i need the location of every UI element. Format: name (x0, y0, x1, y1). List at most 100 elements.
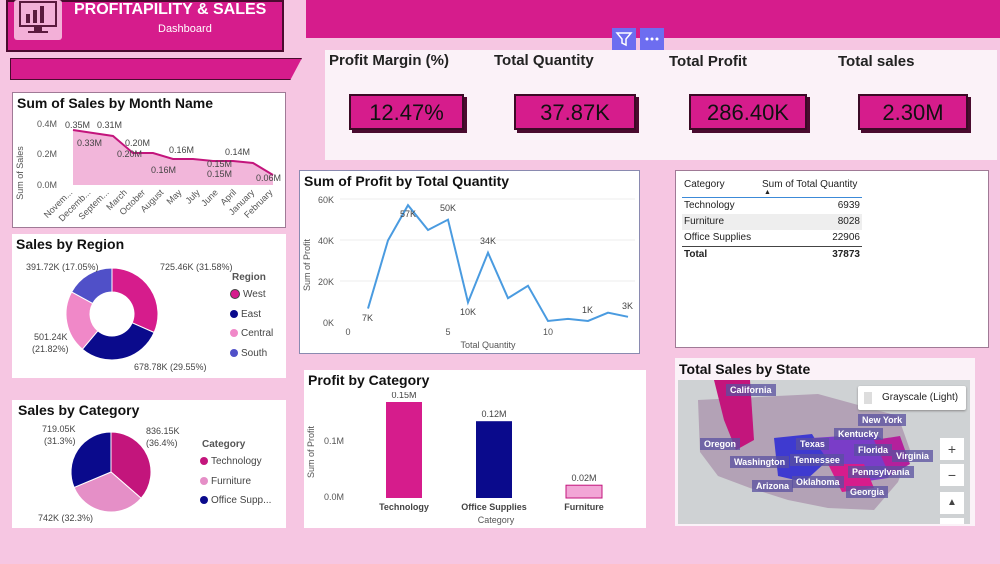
region-slice-south[interactable] (70, 267, 113, 305)
map-state-label[interactable]: New York (858, 414, 907, 426)
profit-bar-office-supplies[interactable] (476, 421, 512, 498)
region-slice-east[interactable] (81, 322, 155, 361)
table-total-rule (682, 246, 862, 247)
map-state-label[interactable]: Georgia (846, 486, 889, 498)
sales-month-label: 0.06M (256, 173, 281, 183)
kpi-total-quantity-label: Total Quantity (494, 52, 594, 69)
map-style-label: Grayscale (Light) (882, 392, 959, 403)
map-state-label[interactable]: Florida (854, 444, 893, 456)
region-legend-south[interactable]: South (230, 348, 267, 359)
map-state-label[interactable]: Pennsylvania (848, 466, 914, 478)
table-header-category[interactable]: Category (684, 179, 725, 190)
sales-month-label: 0.15M (207, 159, 232, 169)
sales-month-label: 0.35M (65, 120, 90, 130)
profit-qty-xlabel: Total Quantity (460, 340, 516, 350)
profit-qty-point-label: 57K (400, 209, 416, 219)
profit-by-quantity-panel[interactable]: Sum of Profit by Total Quantity Sum of P… (299, 170, 640, 354)
table-header-quantity[interactable]: Sum of Total Quantity (762, 179, 858, 190)
region-label-central-pct: (21.82%) (32, 344, 69, 354)
map-state-label[interactable]: Oregon (700, 438, 741, 450)
profit-qty-xtick: 5 (445, 327, 450, 337)
profit-qty-ytick: 20K (318, 277, 334, 287)
region-legend-central[interactable]: Central (230, 328, 273, 339)
region-legend-label: West (243, 289, 266, 300)
quantity-table-panel[interactable]: Category Sum of Total Quantity ▲ Technol… (675, 170, 989, 348)
profit-bar-value-label: 0.15M (391, 392, 416, 400)
sales-month-line (72, 129, 274, 176)
map-zoom-out-button[interactable]: − (940, 464, 964, 486)
profit-qty-ytick: 40K (318, 236, 334, 246)
region-legend-east[interactable]: East (230, 309, 261, 320)
map-reset-button[interactable]: ▲ (940, 492, 964, 514)
kpi-total-sales-value: 2.30M (858, 94, 968, 130)
dashboard-subtitle: Dashboard (158, 23, 212, 35)
sales-by-month-panel[interactable]: Sum of Sales by Month Name Sum of Sales … (12, 92, 286, 228)
table-row[interactable]: Technology 6939 (682, 199, 862, 214)
map-canvas[interactable]: California New York Kentucky Oregon Texas Flo… (678, 380, 970, 524)
sales-by-region-title: Sales by Region (16, 236, 125, 252)
map-compass-button[interactable]: ◆ (940, 518, 964, 524)
region-legend-label: Central (241, 328, 274, 339)
sales-month-ytick: 0.0M (37, 180, 57, 190)
map-style-button[interactable]: Grayscale (Light) (858, 386, 966, 410)
filter-icon (615, 32, 633, 47)
region-slice-west[interactable] (111, 267, 159, 334)
profit-quantity-chart: Sum of Profit 60K 40K 20K 0K 0 5 10 Tota… (302, 195, 635, 350)
sales-by-state-panel[interactable]: Total Sales by State California New York K… (675, 358, 975, 526)
profit-qty-point-label: 3K (622, 301, 633, 311)
region-label-central-value: 501.24K (34, 332, 68, 342)
profit-cat-ylabel: Sum of Profit (306, 425, 316, 478)
category-slice-furniture[interactable] (73, 471, 142, 513)
profit-qty-ytick: 60K (318, 195, 334, 205)
category-legend-furniture[interactable]: Furniture (200, 476, 251, 487)
profit-quantity-line (367, 203, 629, 322)
filter-button[interactable] (612, 28, 636, 50)
map-state-label[interactable]: Arizona (752, 480, 794, 492)
map-state-label[interactable]: Tennessee (790, 454, 844, 466)
kpi-profit-margin-value: 12.47% (349, 94, 464, 130)
map-state-label[interactable]: Washington (730, 456, 790, 468)
sales-month-label: 0.16M (151, 165, 176, 175)
dashboard-logo-icon (14, 0, 62, 40)
sales-month-label: 0.33M (77, 138, 102, 148)
sales-month-label: 0.31M (97, 120, 122, 130)
table-cell-value: 6939 (837, 200, 860, 211)
sales-month-label: 0.20M (117, 149, 142, 159)
profit-by-category-title: Profit by Category (308, 372, 430, 388)
profit-qty-xtick: 10 (543, 327, 553, 337)
map-state-label[interactable]: California (726, 384, 776, 396)
sales-month-ytick: 0.2M (37, 149, 57, 159)
sales-month-ylabel: Sum of Sales (15, 146, 25, 200)
profit-by-category-panel[interactable]: Profit by Category Sum of Profit 0.1M 0.… (304, 370, 646, 528)
more-options-button[interactable] (640, 28, 664, 50)
month-tick-label: July (183, 187, 202, 206)
sales-by-month-title: Sum of Sales by Month Name (17, 95, 214, 111)
category-legend-office[interactable]: Office Supp... (200, 495, 271, 506)
table-row[interactable]: Office Supplies 22906 (682, 230, 862, 246)
profit-bar-value-label: 0.02M (571, 473, 596, 483)
kpi-profit-margin-label: Profit Margin (%) (329, 52, 449, 69)
sales-by-category-panel[interactable]: Sales by Category 836.15K (36.4%) 742K (… (12, 400, 286, 528)
profit-cat-ytick: 0.1M (324, 436, 344, 446)
category-slice-office-supplies[interactable] (70, 431, 112, 489)
map-state-label[interactable]: Texas (796, 438, 829, 450)
profit-qty-xtick: 0 (345, 327, 350, 337)
category-legend-title: Category (202, 439, 246, 450)
table-cell-value: 8028 (837, 216, 860, 227)
map-state-label[interactable]: Kentucky (834, 428, 883, 440)
map-zoom-in-button[interactable]: + (940, 438, 964, 460)
category-label-office-value: 719.05K (42, 424, 76, 434)
map-state-label[interactable]: Virginia (892, 450, 933, 462)
map-state-label[interactable]: Oklahoma (792, 476, 844, 488)
region-legend-label: East (241, 309, 262, 320)
region-legend-west[interactable]: West (230, 289, 266, 300)
profit-bar-technology[interactable] (386, 402, 422, 498)
table-total-row: Total 37873 (682, 247, 862, 263)
sales-by-region-panel[interactable]: Sales by Region 725.46K (31.58%) 678.78K… (12, 234, 286, 378)
category-slice-technology[interactable] (110, 431, 152, 499)
profit-bar-furniture[interactable] (565, 484, 603, 499)
table-total-value: 37873 (832, 249, 860, 260)
month-tick-label: June (199, 187, 220, 208)
category-legend-technology[interactable]: Technology (200, 456, 262, 467)
table-row[interactable]: Furniture 8028 (682, 214, 862, 230)
